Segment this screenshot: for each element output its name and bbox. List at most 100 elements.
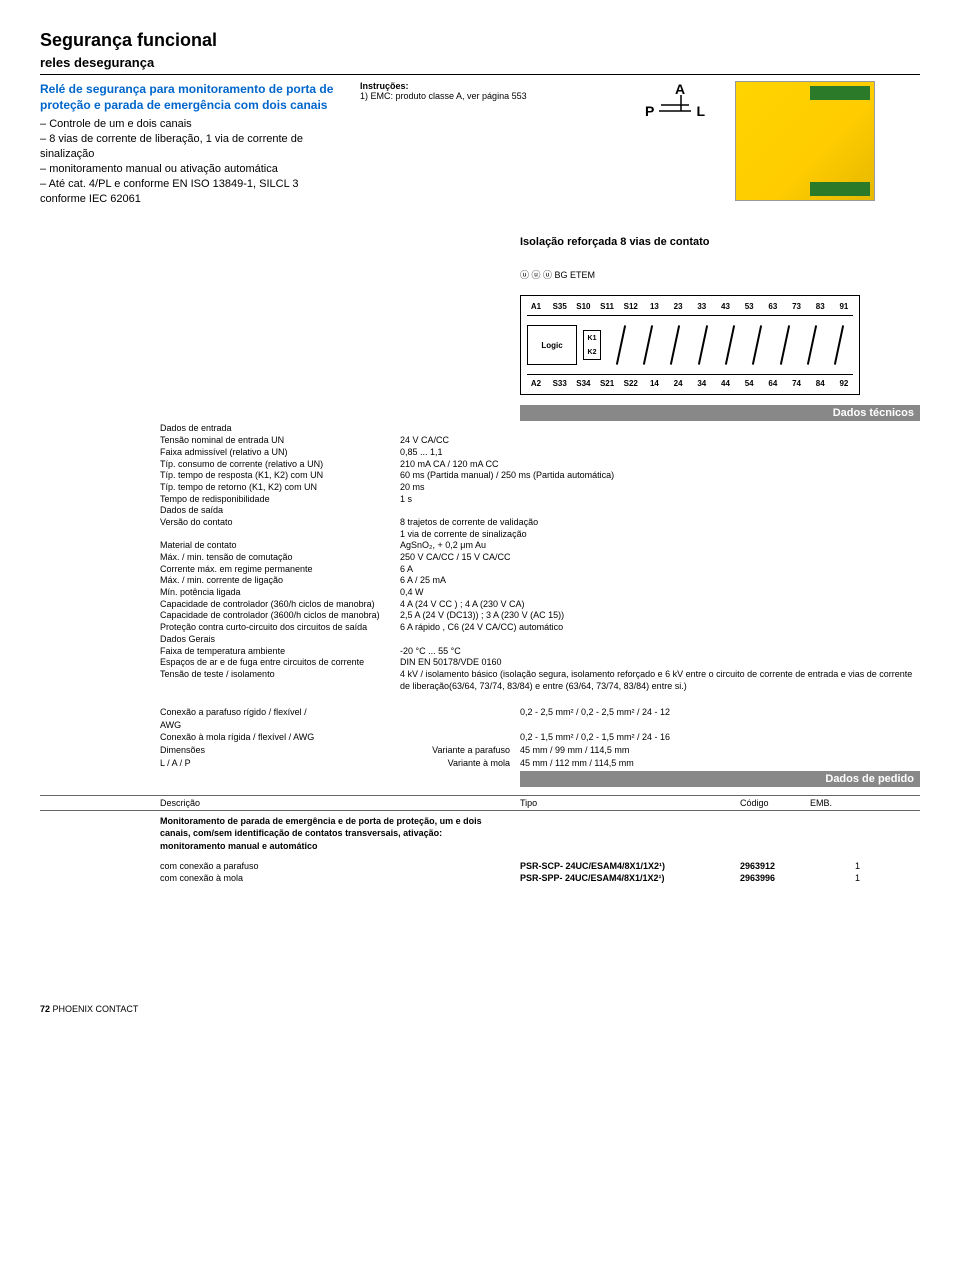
terminal-label: 43: [717, 302, 735, 311]
group-label: Dados de entrada: [40, 423, 400, 435]
data-label: Faixa de temperatura ambiente: [40, 646, 400, 658]
data-label: Típ. consumo de corrente (relativo a UN): [40, 459, 400, 471]
data-label: Material de contato: [40, 540, 400, 552]
terminal-label: 13: [645, 302, 663, 311]
terminal-label: S10: [574, 302, 592, 311]
order-col-type: Tipo: [520, 798, 740, 808]
data-label: Típ. tempo de retorno (K1, K2) com UN: [40, 482, 400, 494]
connection-row: Conexão a parafuso rígido / flexível / A…: [40, 706, 920, 731]
data-label: Versão do contato: [40, 517, 400, 540]
connection-row: L / A / PVariante à mola45 mm / 112 mm /…: [40, 757, 920, 770]
connection-block: Conexão a parafuso rígido / flexível / A…: [40, 706, 920, 769]
terminal-label: 24: [669, 379, 687, 388]
conn-value: 45 mm / 112 mm / 114,5 mm: [520, 757, 920, 770]
order-pack-cell: 1: [810, 872, 860, 884]
order-desc-cell: com conexão à mola: [40, 872, 520, 884]
contact-line: [698, 326, 708, 366]
device-image: [735, 81, 875, 201]
data-row: Material de contatoAgSnO₂, + 0,2 μm Au: [40, 540, 920, 552]
terminal-label: 14: [645, 379, 663, 388]
contact-line: [752, 326, 762, 366]
data-row: Capacidade de controlador (360/h ciclos …: [40, 599, 920, 611]
terminal-label: A1: [527, 302, 545, 311]
data-value: 2,5 A (24 V (DC13)) ; 3 A (230 V (AC 15)…: [400, 610, 920, 622]
terminal-label: 44: [717, 379, 735, 388]
contact-line: [643, 326, 653, 366]
terminal-label: S33: [551, 379, 569, 388]
order-col-desc: Descrição: [40, 798, 520, 808]
data-label: Capacidade de controlador (3600/h ciclos…: [40, 610, 400, 622]
group-label: Dados Gerais: [40, 634, 400, 646]
feature-list: Controle de um e dois canais 8 vias de c…: [40, 117, 340, 206]
contact-line: [725, 326, 735, 366]
data-value: 20 ms: [400, 482, 920, 494]
feature-item: Até cat. 4/PL e conforme EN ISO 13849-1,…: [40, 177, 340, 207]
order-col-code: Código: [740, 798, 810, 808]
data-row: Máx. / min. tensão de comutação250 V CA/…: [40, 552, 920, 564]
data-label: Tempo de redisponibilidade: [40, 494, 400, 506]
instructions-line: 1) EMC: produto classe A, ver página 553: [360, 91, 580, 101]
order-row: com conexão a parafusoPSR-SCP- 24UC/ESAM…: [40, 860, 920, 872]
data-row: Típ. consumo de corrente (relativo a UN)…: [40, 459, 920, 471]
order-description: Monitoramento de parada de emergência e …: [40, 815, 500, 851]
feature-item: monitoramento manual ou ativação automát…: [40, 162, 340, 177]
contact-line: [670, 326, 680, 366]
terminal-label: 23: [669, 302, 687, 311]
order-pack-cell: 1: [810, 860, 860, 872]
image-column: A P L: [600, 81, 920, 206]
order-col-pack: EMB.: [810, 798, 860, 808]
contact-line: [616, 326, 626, 366]
feature-item: Controle de um e dois canais: [40, 117, 340, 132]
certification-line: ⓤ ⓤ ⓤ BG ETEM: [40, 268, 920, 281]
data-value: 8 trajetos de corrente de validação1 via…: [400, 517, 920, 540]
relay-k1: K1: [588, 335, 597, 342]
data-value: 0,4 W: [400, 587, 920, 599]
schematic-logic: Logic: [527, 325, 577, 365]
section-header-tech: Dados técnicos: [520, 405, 920, 421]
terminal-label: 84: [811, 379, 829, 388]
data-value: 4 A (24 V CC ) ; 4 A (230 V CA): [400, 599, 920, 611]
conn-label: Conexão a parafuso rígido / flexível / A…: [40, 706, 320, 731]
conn-value: 45 mm / 99 mm / 114,5 mm: [520, 744, 920, 757]
terminal-label: S35: [551, 302, 569, 311]
terminal-label: 34: [693, 379, 711, 388]
data-value: 6 A rápido , C6 (24 V CA/CC) automático: [400, 622, 920, 634]
connection-row: DimensõesVariante a parafuso45 mm / 99 m…: [40, 744, 920, 757]
data-label: Típ. tempo de resposta (K1, K2) com UN: [40, 470, 400, 482]
conn-value: 0,2 - 1,5 mm² / 0,2 - 1,5 mm² / 24 - 16: [520, 731, 920, 744]
order-block: Descrição Tipo Código EMB. Monitoramento…: [40, 795, 920, 884]
page-number: 72: [40, 1004, 50, 1014]
pl-symbol: A P L: [645, 81, 705, 131]
feature-item: 8 vias de corrente de liberação, 1 via d…: [40, 132, 340, 162]
data-row: Capacidade de controlador (3600/h ciclos…: [40, 610, 920, 622]
data-value: DIN EN 50178/VDE 0160: [400, 657, 920, 669]
order-description-text: Monitoramento de parada de emergência e …: [160, 816, 482, 850]
schematic-relays: K1 K2: [583, 330, 601, 360]
terminal-label: 54: [740, 379, 758, 388]
order-desc-cell: com conexão a parafuso: [40, 860, 520, 872]
terminal-label: A2: [527, 379, 545, 388]
data-row: Tensão nominal de entrada UN24 V CA/CC: [40, 435, 920, 447]
data-value: 210 mA CA / 120 mA CC: [400, 459, 920, 471]
terminal-label: 74: [788, 379, 806, 388]
data-label: Tensão nominal de entrada UN: [40, 435, 400, 447]
schematic-body: Logic K1 K2: [527, 315, 853, 375]
data-row: Espaços de ar e de fuga entre circuitos …: [40, 657, 920, 669]
terminal-label: S21: [598, 379, 616, 388]
data-row: Corrente máx. em regime permanente6 A: [40, 564, 920, 576]
page-subtitle: reles desegurança: [40, 55, 920, 70]
relay-k2: K2: [588, 349, 597, 356]
data-value: 24 V CA/CC: [400, 435, 920, 447]
data-value: 0,85 ... 1,1: [400, 447, 920, 459]
description-column: Relé de segurança para monitoramento de …: [40, 81, 340, 206]
order-type-cell: PSR-SCP- 24UC/ESAM4/8X1/1X2¹): [520, 860, 740, 872]
data-value: 250 V CA/CC / 15 V CA/CC: [400, 552, 920, 564]
data-value: AgSnO₂, + 0,2 μm Au: [400, 540, 920, 552]
order-type-cell: PSR-SPP- 24UC/ESAM4/8X1/1X2¹): [520, 872, 740, 884]
schematic-top-terminals: A1S35S10S11S12132333435363738391: [527, 302, 853, 311]
data-label: Espaços de ar e de fuga entre circuitos …: [40, 657, 400, 669]
page-footer: 72 PHOENIX CONTACT: [40, 1004, 920, 1014]
conn-label: L / A / P: [40, 757, 320, 770]
page-title: Segurança funcional: [40, 30, 920, 51]
data-label: Capacidade de controlador (360/h ciclos …: [40, 599, 400, 611]
